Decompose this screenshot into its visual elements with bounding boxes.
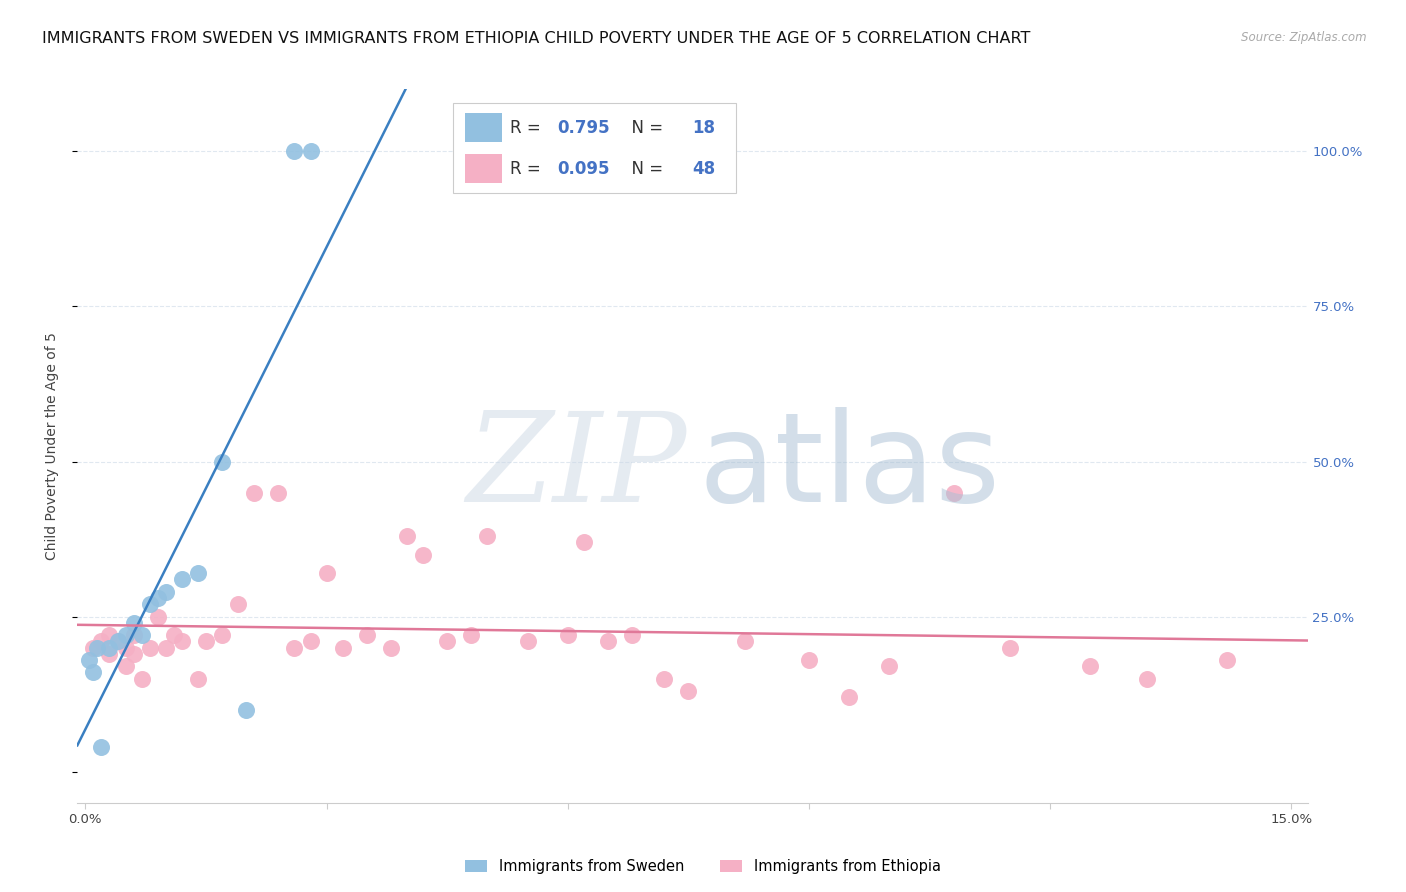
Point <box>79 653 101 667</box>
Point <box>235 703 257 717</box>
Point <box>838 690 860 705</box>
FancyBboxPatch shape <box>453 103 735 193</box>
Text: ZIP: ZIP <box>465 407 686 528</box>
Point <box>734 634 756 648</box>
Text: R =: R = <box>510 119 547 136</box>
Point <box>82 640 104 655</box>
Point <box>82 665 104 680</box>
Point <box>114 640 136 655</box>
Text: 0.795: 0.795 <box>557 119 610 136</box>
Point <box>678 684 700 698</box>
Text: N =: N = <box>621 119 668 136</box>
Point <box>436 634 458 648</box>
Point <box>131 672 153 686</box>
Legend: Immigrants from Sweden, Immigrants from Ethiopia: Immigrants from Sweden, Immigrants from … <box>460 854 946 880</box>
Text: atlas: atlas <box>699 407 1001 528</box>
Point <box>114 659 136 673</box>
Text: N =: N = <box>621 160 668 178</box>
Point <box>155 584 177 599</box>
Point <box>283 640 305 655</box>
Point <box>299 634 322 648</box>
Point <box>356 628 378 642</box>
Point <box>122 615 145 630</box>
Point <box>98 628 121 642</box>
Point <box>155 640 177 655</box>
Point <box>879 659 901 673</box>
FancyBboxPatch shape <box>465 113 502 142</box>
Point <box>395 529 418 543</box>
Point <box>283 145 305 159</box>
FancyBboxPatch shape <box>465 154 502 183</box>
Point <box>460 628 482 642</box>
Point <box>557 628 579 642</box>
Point <box>1136 672 1159 686</box>
Point <box>90 634 112 648</box>
Text: IMMIGRANTS FROM SWEDEN VS IMMIGRANTS FROM ETHIOPIA CHILD POVERTY UNDER THE AGE O: IMMIGRANTS FROM SWEDEN VS IMMIGRANTS FRO… <box>42 31 1031 46</box>
Y-axis label: Child Poverty Under the Age of 5: Child Poverty Under the Age of 5 <box>45 332 59 560</box>
Point <box>797 653 820 667</box>
Point <box>1080 659 1102 673</box>
Point <box>267 485 290 500</box>
Point <box>138 640 160 655</box>
Point <box>998 640 1021 655</box>
Point <box>163 628 186 642</box>
Text: Source: ZipAtlas.com: Source: ZipAtlas.com <box>1241 31 1367 45</box>
Point <box>114 628 136 642</box>
Point <box>86 640 108 655</box>
Point <box>332 640 354 655</box>
Point <box>122 647 145 661</box>
Point <box>211 454 233 468</box>
Point <box>243 485 266 500</box>
Point <box>107 634 129 648</box>
Point <box>98 647 121 661</box>
Point <box>315 566 337 581</box>
Point <box>138 597 160 611</box>
Text: 48: 48 <box>693 160 716 178</box>
Point <box>146 591 169 605</box>
Point <box>98 640 121 655</box>
Point <box>131 628 153 642</box>
Point <box>90 739 112 754</box>
Point <box>572 535 595 549</box>
Point <box>170 573 193 587</box>
Point <box>412 548 434 562</box>
Point <box>596 634 619 648</box>
Text: 18: 18 <box>693 119 716 136</box>
Point <box>477 529 499 543</box>
Point <box>652 672 675 686</box>
Point <box>187 672 209 686</box>
Point <box>122 628 145 642</box>
Point <box>195 634 218 648</box>
Text: 0.095: 0.095 <box>557 160 610 178</box>
Point <box>226 597 249 611</box>
Point <box>621 628 644 642</box>
Point <box>516 634 538 648</box>
Point <box>380 640 402 655</box>
Point <box>1216 653 1239 667</box>
Point <box>942 485 965 500</box>
Point <box>146 609 169 624</box>
Point <box>170 634 193 648</box>
Point <box>187 566 209 581</box>
Point <box>299 145 322 159</box>
Point <box>211 628 233 642</box>
Text: R =: R = <box>510 160 547 178</box>
Point <box>107 634 129 648</box>
